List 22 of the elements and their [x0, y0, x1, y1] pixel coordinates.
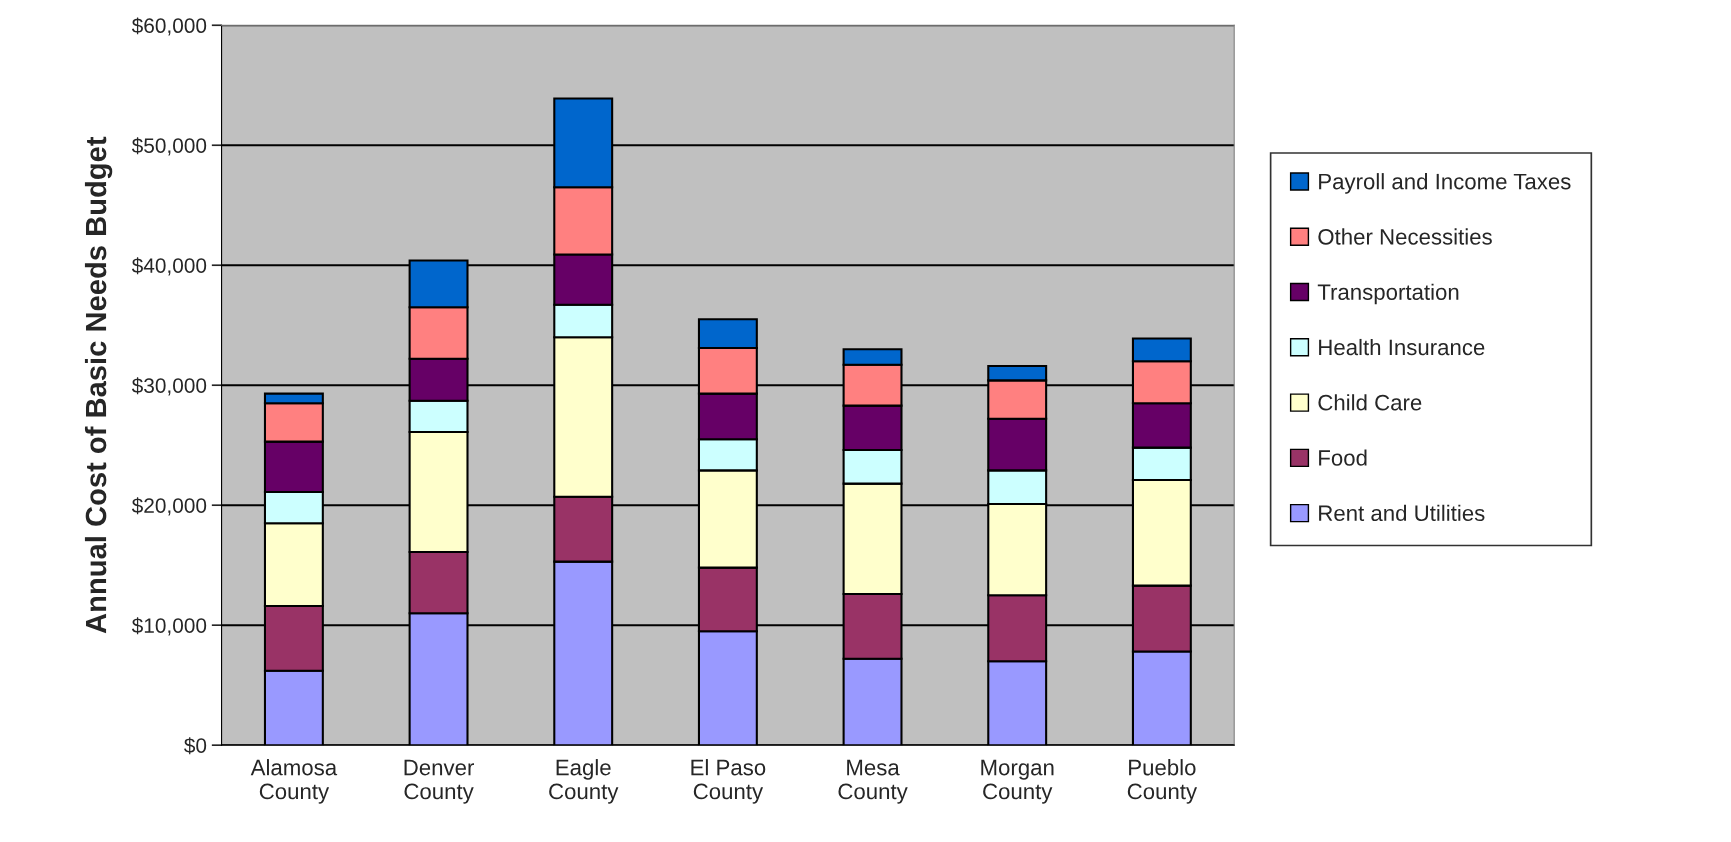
- y-axis-title: Annual Cost of Basic Needs Budget: [84, 136, 113, 634]
- legend-label: Payroll and Income Taxes: [1319, 173, 1571, 194]
- x-tick-label: El Paso County: [691, 759, 766, 804]
- legend-label: Food: [1319, 449, 1367, 466]
- x-tick-label: Eagle County: [549, 759, 619, 804]
- x-tick-label: Denver County: [404, 759, 475, 804]
- y-tick-label: $50,000: [131, 137, 207, 156]
- x-tick-label: Alamosa County: [250, 759, 338, 804]
- legend-label: Child Care: [1318, 394, 1422, 411]
- y-tick-label: $0: [184, 737, 207, 755]
- x-tick-label: Morgan County: [981, 759, 1054, 804]
- x-tick-label: Mesa County: [838, 759, 908, 804]
- y-tick-label: $60,000: [131, 17, 207, 36]
- legend-label: Health Insurance: [1319, 338, 1485, 356]
- legend-label: Transportation: [1317, 283, 1459, 305]
- legend-label: Rent and Utilities: [1319, 504, 1485, 522]
- legend-label: Other Necessities: [1318, 228, 1492, 245]
- y-tick-label: $40,000: [131, 257, 207, 276]
- y-tick-label: $10,000: [131, 617, 207, 636]
- y-tick-label: $30,000: [131, 377, 207, 396]
- y-tick-label: $20,000: [131, 497, 207, 516]
- x-tick-label: Pueblo County: [1127, 759, 1198, 804]
